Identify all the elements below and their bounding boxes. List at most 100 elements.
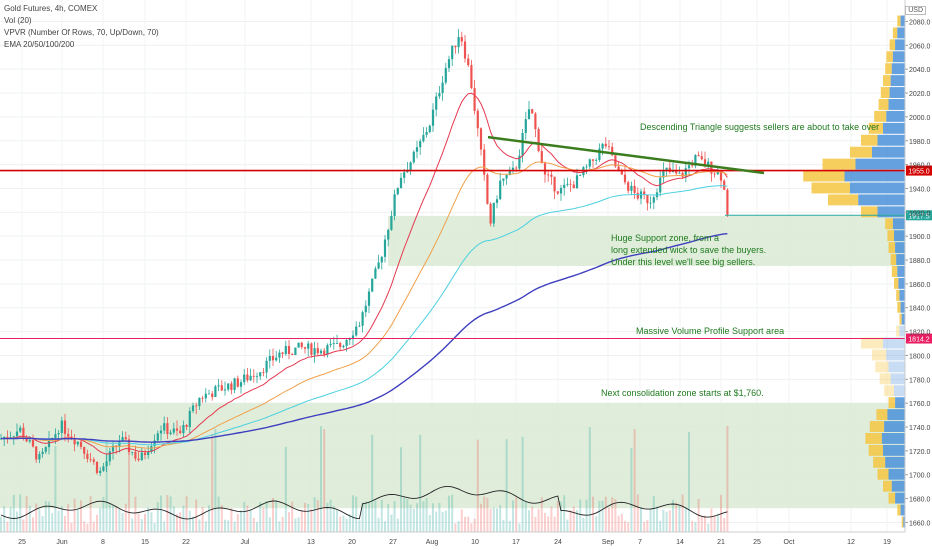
volume-bar	[284, 446, 287, 532]
ema-20-line	[0, 92, 728, 455]
candle-body	[300, 342, 303, 348]
candle-body	[515, 167, 518, 169]
vp-bar-down	[873, 456, 886, 468]
volume-bar	[614, 499, 617, 532]
volume-bar	[99, 507, 102, 532]
candle-body	[537, 129, 540, 152]
volume-bar	[252, 517, 255, 532]
volume-bar	[326, 502, 329, 532]
volume-bar	[460, 509, 463, 532]
candle-body	[604, 143, 607, 147]
candle-body	[684, 168, 687, 177]
candle-body	[108, 451, 111, 462]
volume-bar	[649, 509, 652, 532]
volume-bar	[176, 513, 178, 532]
level-price-tag	[906, 165, 932, 176]
vp-bar-up	[903, 516, 905, 528]
candle-body	[291, 354, 294, 356]
volume-bar	[377, 517, 380, 532]
volume-bar	[393, 501, 396, 532]
volume-bar	[492, 507, 495, 532]
currency-badge[interactable]: USD	[905, 6, 926, 15]
volume-bar	[342, 515, 345, 532]
volume-bar	[502, 519, 505, 532]
volume-bar	[6, 521, 9, 532]
candle-body	[726, 189, 729, 215]
volume-bar	[262, 507, 265, 532]
volume-bar	[483, 496, 486, 532]
volume-bar	[332, 506, 335, 532]
candle-body	[166, 423, 169, 435]
volume-bar	[268, 517, 271, 532]
candle-body	[636, 192, 639, 199]
volume-bar	[227, 520, 230, 532]
vp-bar-down	[899, 313, 902, 325]
vp-bar-down	[803, 170, 845, 182]
volume-bar	[425, 498, 428, 532]
vp-bar-down	[878, 99, 889, 110]
vp-bar-up	[883, 122, 905, 134]
annotation-support-3: Under this level we'll see big sellers.	[611, 257, 756, 267]
candle-body	[278, 352, 281, 358]
vp-bar-up	[890, 75, 905, 87]
volume-bar	[396, 518, 399, 532]
x-tick-label: Sep	[602, 539, 615, 546]
volume-bar	[297, 517, 300, 532]
volume-bar	[323, 429, 326, 532]
volume-bar	[723, 517, 726, 532]
vp-bar-up	[896, 254, 905, 265]
ema-50-line	[0, 161, 728, 449]
candle-body	[316, 348, 319, 354]
candle-body	[518, 155, 521, 169]
vp-bar-down	[877, 468, 889, 480]
y-tick-label: 1700.0	[909, 473, 931, 480]
volume-bar	[499, 505, 502, 532]
trendline[interactable]	[487, 135, 765, 175]
volume-bar	[80, 500, 82, 532]
volume-bar	[48, 501, 50, 532]
volume-bar	[204, 521, 207, 532]
candle-body	[665, 167, 668, 171]
candle-body	[243, 374, 246, 383]
vp-bar-up	[891, 480, 905, 492]
vp-bar-up	[891, 63, 905, 75]
volume-bar	[54, 445, 57, 532]
volume-bar	[595, 516, 598, 532]
volume-bar	[44, 501, 47, 532]
y-tick-label: 2020.0	[909, 91, 931, 98]
vp-bar-up	[883, 444, 905, 456]
candle-body	[163, 423, 166, 431]
volume-bar	[102, 497, 105, 532]
vp-bar-up	[897, 27, 905, 39]
volume-bar	[419, 434, 422, 532]
vp-bar-down	[886, 51, 893, 63]
candle-body	[332, 343, 335, 344]
vp-bar-down	[890, 254, 897, 265]
candle-body	[457, 37, 460, 48]
candle-body	[492, 202, 495, 224]
candle-body	[339, 343, 342, 348]
candle-body	[678, 172, 681, 174]
volume-bar	[521, 436, 524, 532]
candle-body	[412, 151, 415, 163]
candle-body	[217, 385, 220, 387]
vp-bar-up	[895, 242, 905, 254]
volume-bar	[352, 495, 354, 532]
volume-bar	[92, 521, 95, 532]
vp-bar-down	[888, 397, 896, 409]
candle-body	[563, 184, 566, 188]
candle-body	[371, 278, 374, 292]
candle-body	[76, 441, 79, 445]
vp-bar-up	[888, 99, 905, 110]
volume-bar	[585, 499, 588, 532]
candle-body	[31, 440, 35, 447]
x-tick-label: 8	[101, 539, 105, 546]
volume-bar	[291, 501, 294, 532]
volume-bar	[361, 502, 364, 532]
candle-body	[201, 397, 204, 399]
y-tick-label: 1840.0	[909, 306, 931, 313]
y-tick-label: 1720.0	[909, 449, 931, 456]
volume-bar	[89, 496, 92, 532]
candle-body	[454, 45, 457, 48]
